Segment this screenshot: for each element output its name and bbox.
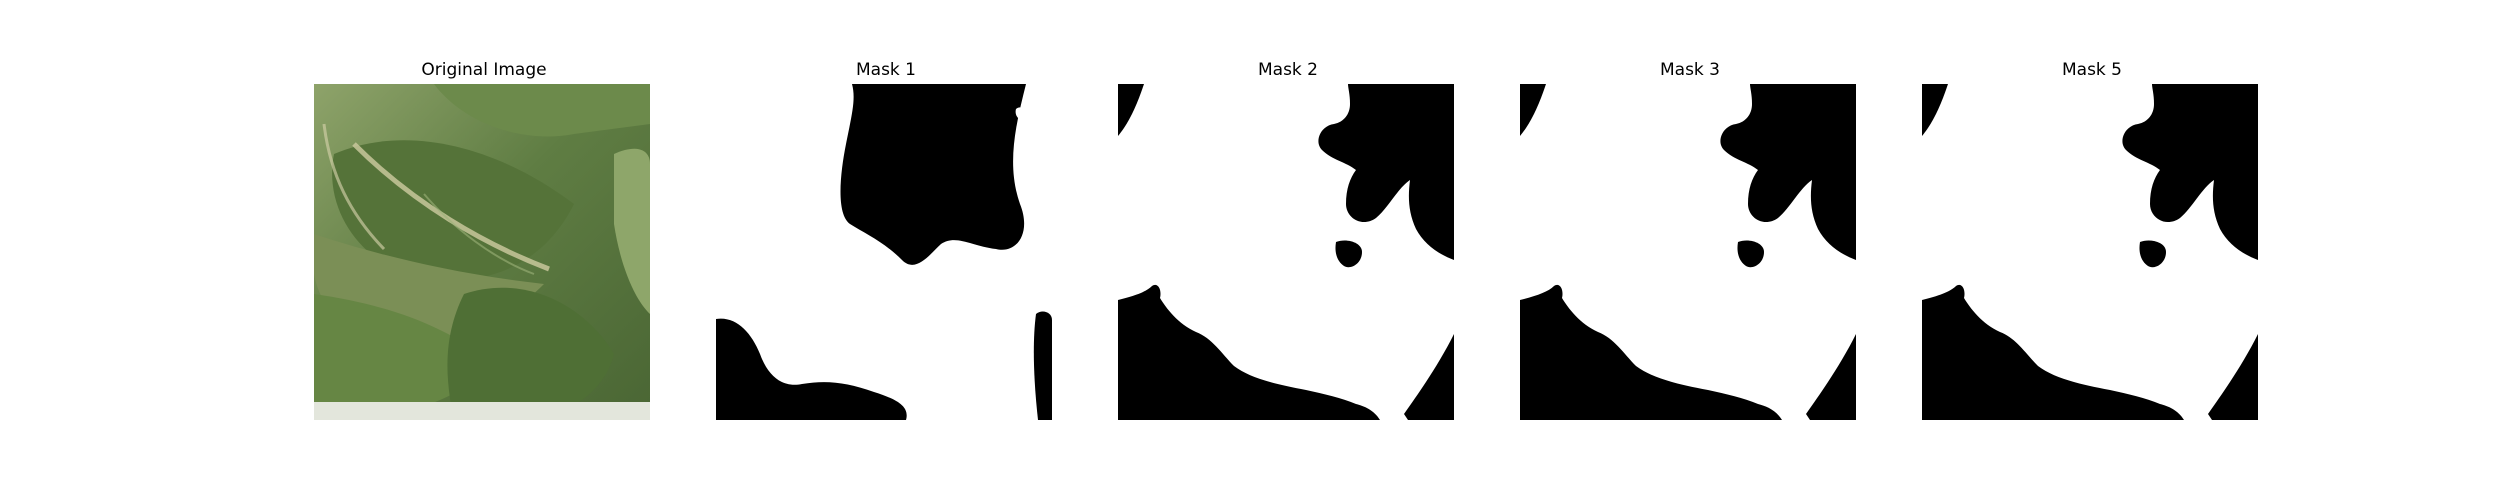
panel-title: Mask 1 — [855, 60, 916, 80]
panel-title: Mask 2 — [1257, 60, 1318, 80]
original-image — [314, 84, 650, 420]
panel-title: Original Image — [421, 60, 547, 80]
mask-image — [1118, 84, 1454, 420]
panel-title: Mask 5 — [2061, 60, 2122, 80]
mask-image — [716, 84, 1052, 420]
panel-title: Mask 3 — [1659, 60, 1720, 80]
mask-image — [1922, 84, 2258, 420]
mask-image — [1520, 84, 1856, 420]
